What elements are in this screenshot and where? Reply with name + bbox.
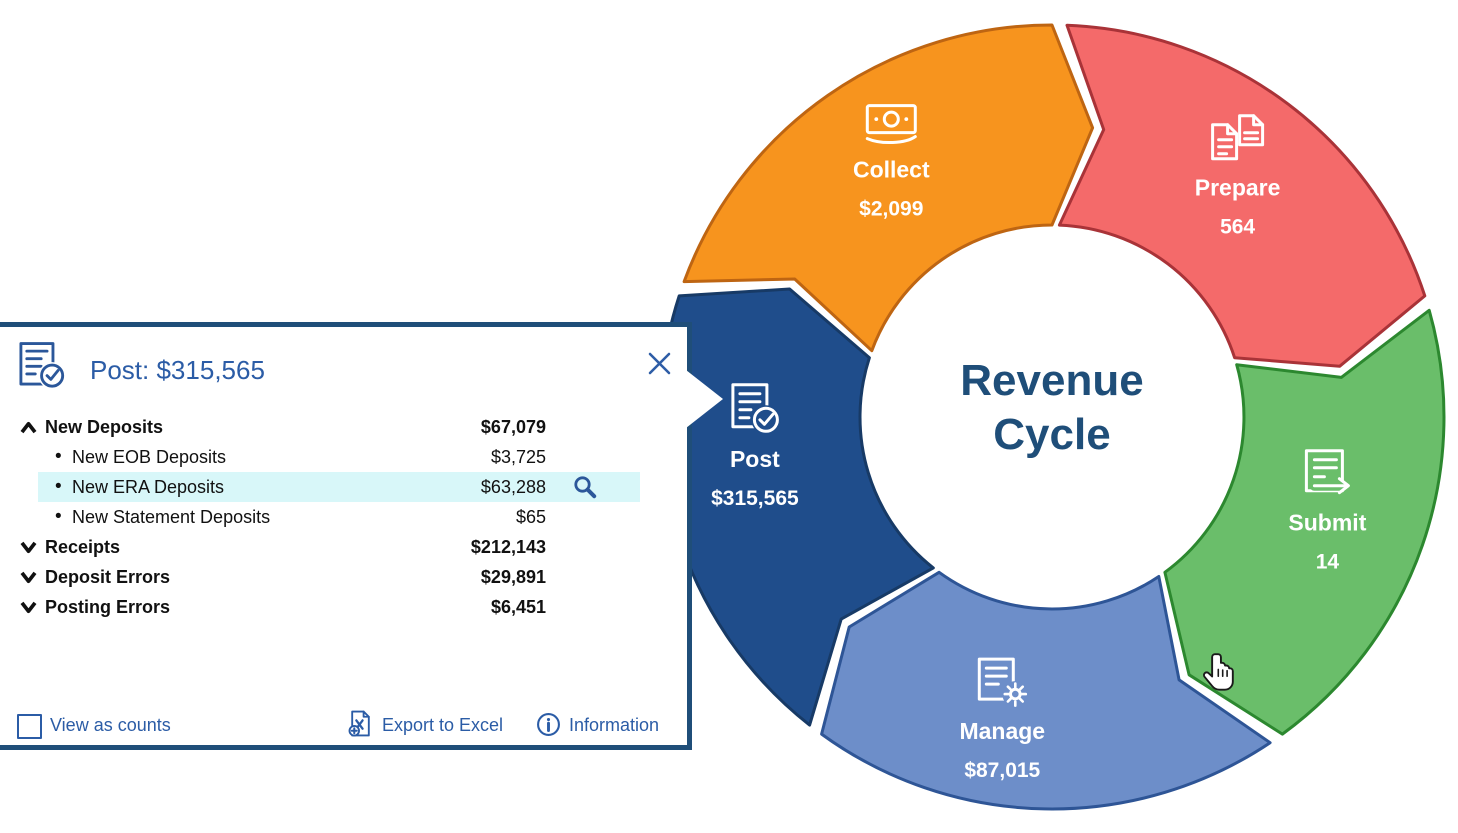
wheel-center-title: Revenue Cycle — [960, 356, 1144, 459]
segment-name-prepare: Prepare — [1195, 175, 1281, 201]
popup-header: Post: $315,565 — [0, 327, 692, 405]
documents-icon — [1211, 114, 1265, 161]
row-label: New Deposits — [45, 417, 164, 437]
segment-submit[interactable] — [1163, 308, 1446, 736]
segment-name-submit: Submit — [1288, 510, 1366, 536]
row-value: $67,079 — [480, 417, 546, 437]
segment-value-submit: 14 — [1316, 551, 1340, 574]
row-label: New EOB Deposits — [72, 447, 227, 467]
breakdown-row-new-era-deposits[interactable]: • New ERA Deposits $63,288 — [0, 472, 692, 502]
row-value: $3,725 — [490, 447, 546, 467]
segment-value-post: $315,565 — [711, 487, 799, 510]
row-value: $212,143 — [470, 537, 546, 557]
row-label: Receipts — [45, 537, 121, 557]
export-to-excel-button[interactable]: Export to Excel — [347, 710, 503, 746]
breakdown-row-new-eob-deposits[interactable]: • New EOB Deposits $3,725 — [0, 442, 692, 472]
info-icon — [536, 712, 561, 746]
row-value: $6,451 — [490, 597, 546, 617]
breakdown-row-posting-errors[interactable]: Posting Errors $6,451 — [0, 592, 692, 622]
segment-value-prepare: 564 — [1220, 216, 1255, 239]
row-label: New Statement Deposits — [72, 507, 271, 527]
row-value: $65 — [515, 507, 546, 527]
segment-post[interactable] — [658, 287, 935, 727]
bullet-icon: • — [55, 476, 62, 497]
row-label: Posting Errors — [45, 597, 171, 617]
row-value: $63,288 — [480, 477, 546, 497]
close-icon[interactable] — [646, 350, 673, 377]
row-value: $29,891 — [480, 567, 546, 587]
segment-prepare[interactable] — [1057, 23, 1427, 368]
breakdown-row-new-deposits[interactable]: New Deposits $67,079 — [0, 412, 692, 442]
popup-title: Post: $315,565 — [90, 355, 265, 385]
segment-name-post: Post — [730, 446, 780, 472]
segment-name-collect: Collect — [853, 157, 930, 183]
doc-check-icon — [731, 383, 781, 435]
doc-arrow-icon — [1304, 449, 1351, 495]
segment-collect[interactable] — [682, 23, 1095, 353]
view-as-counts-checkbox[interactable] — [17, 714, 42, 739]
bullet-icon: • — [55, 506, 62, 527]
row-label: New ERA Deposits — [72, 477, 225, 497]
information-label: Information — [569, 715, 660, 735]
post-details-popup: Post: $315,565 New Deposits $67,079 • Ne… — [0, 322, 723, 750]
segment-value-collect: $2,099 — [859, 198, 923, 221]
segment-manage[interactable] — [820, 570, 1272, 811]
money-icon — [865, 104, 917, 144]
breakdown-list: New Deposits $67,079 • New EOB Deposits … — [0, 412, 692, 622]
export-to-excel-label: Export to Excel — [382, 715, 504, 735]
doc-gear-icon — [977, 657, 1029, 708]
popup-footer: View as counts Export to Excel — [0, 710, 692, 742]
segment-value-manage: $87,015 — [964, 759, 1040, 782]
expand-chevron-down-icon[interactable] — [20, 601, 37, 614]
excel-icon — [347, 710, 374, 746]
bullet-icon: • — [55, 446, 62, 467]
breakdown-row-new-statement-deposits[interactable]: • New Statement Deposits $65 — [0, 502, 692, 532]
collapse-chevron-up-icon[interactable] — [20, 421, 37, 434]
hand-cursor-icon — [1200, 652, 1236, 701]
information-button[interactable]: Information — [536, 710, 659, 746]
expand-chevron-down-icon[interactable] — [20, 541, 37, 554]
post-document-check-icon — [15, 341, 69, 395]
segment-name-manage: Manage — [959, 718, 1045, 744]
expand-chevron-down-icon[interactable] — [20, 571, 37, 584]
breakdown-row-receipts[interactable]: Receipts $212,143 — [0, 532, 692, 562]
row-label: Deposit Errors — [45, 567, 171, 587]
view-as-counts-label[interactable]: View as counts — [50, 715, 171, 735]
magnifier-icon[interactable] — [573, 475, 598, 500]
breakdown-row-deposit-errors[interactable]: Deposit Errors $29,891 — [0, 562, 692, 592]
